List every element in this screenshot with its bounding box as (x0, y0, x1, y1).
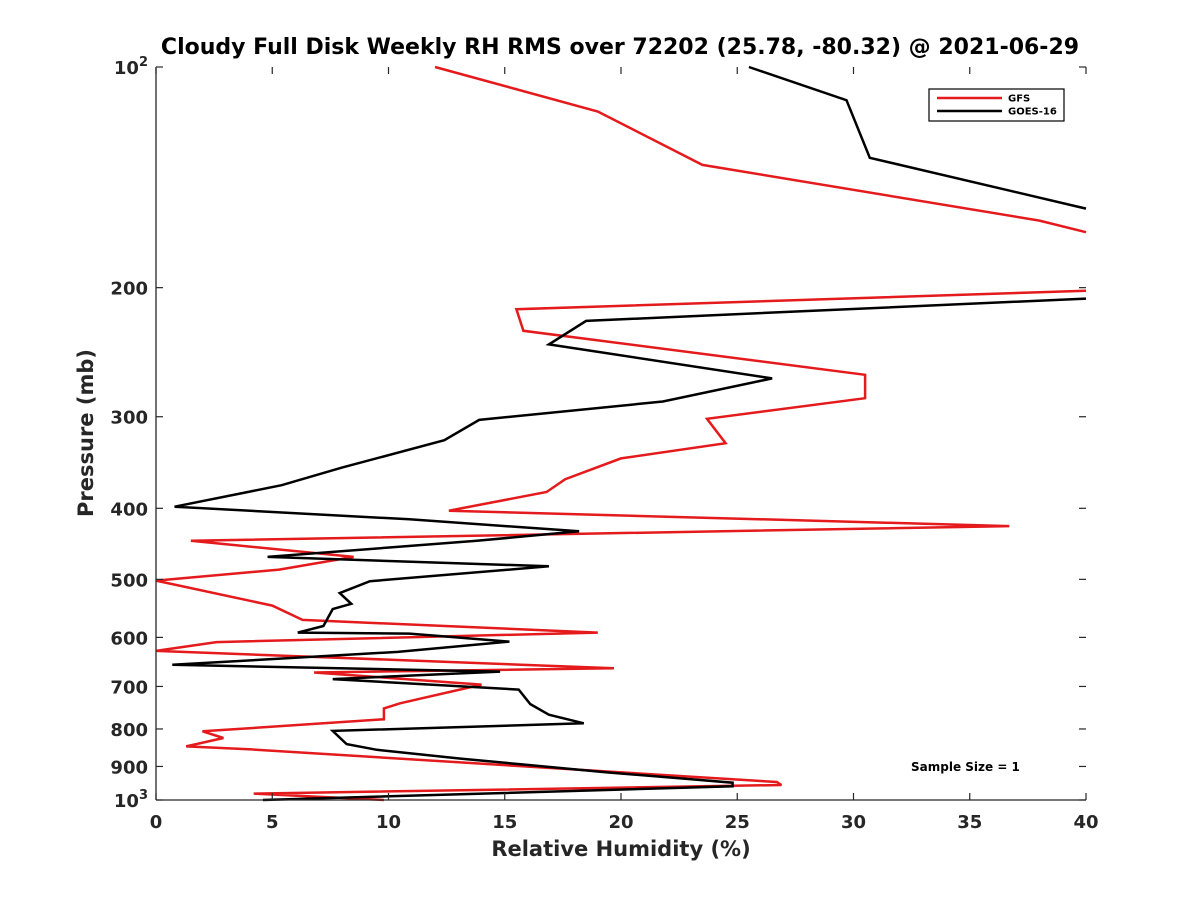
y-tick-label: 400 (110, 499, 148, 520)
legend[interactable]: GFS GOES-16 (928, 88, 1065, 122)
legend-box (928, 88, 1065, 122)
y-tick-label: 103 (114, 788, 148, 812)
y-tick-label: 900 (110, 757, 148, 778)
y-tick-label-exponent: 3 (139, 788, 148, 803)
x-axis-label: Relative Humidity (%) (491, 837, 750, 861)
x-tick-label: 20 (608, 812, 633, 833)
x-tick-label: 25 (725, 812, 750, 833)
y-tick-label: 102 (114, 55, 148, 79)
x-tick-label: 40 (1073, 812, 1098, 833)
y-tick-label: 700 (110, 677, 148, 698)
y-tick-label-base: 10 (114, 58, 139, 79)
chart-title: Cloudy Full Disk Weekly RH RMS over 7220… (161, 35, 1079, 60)
x-tick-label: 15 (492, 812, 517, 833)
legend-label-goes16: GOES-16 (1008, 107, 1057, 118)
series-line-goes16 (172, 65, 1087, 802)
plot-background (156, 67, 1086, 800)
y-axis-label: Pressure (mb) (74, 349, 98, 517)
y-tick-label: 800 (110, 720, 148, 741)
x-tick-label: 30 (841, 812, 866, 833)
y-tick-label-exponent: 2 (139, 55, 148, 70)
y-tick-label: 600 (110, 628, 148, 649)
y-tick-label-base: 10 (114, 791, 139, 812)
x-tick-label: 5 (266, 812, 279, 833)
y-tick-label: 300 (110, 408, 148, 429)
y-tick-label: 500 (110, 570, 148, 591)
legend-label-gfs: GFS (1008, 94, 1030, 105)
plot-area (155, 65, 1087, 802)
series-line-gfs (155, 65, 1087, 802)
x-tick-label: 10 (376, 812, 401, 833)
x-axis-ticks: 0 5 10 15 20 25 30 35 40 (150, 67, 1099, 833)
series-group (155, 65, 1087, 802)
y-tick-label: 200 (110, 279, 148, 300)
sample-size-annotation: Sample Size = 1 (911, 760, 1020, 774)
x-tick-label: 0 (150, 812, 163, 833)
x-tick-label: 35 (957, 812, 982, 833)
